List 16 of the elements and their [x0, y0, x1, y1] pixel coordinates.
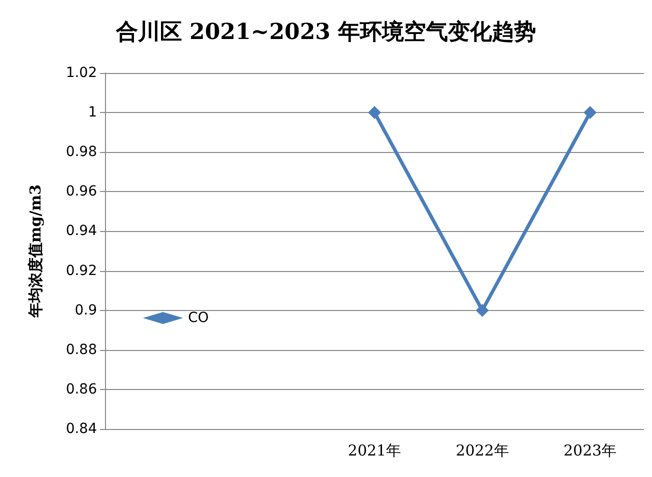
y-tick-label: 0.86: [66, 381, 98, 398]
y-tick-label: 1: [88, 104, 97, 121]
y-tick-label: 0.92: [66, 262, 97, 279]
y-tick-label: 0.9: [74, 302, 97, 318]
y-tick-label: 1.02: [66, 65, 97, 81]
y-tick-label: 0.98: [66, 144, 97, 160]
y-tick-label: 0.88: [66, 342, 97, 358]
legend-label: CO: [188, 310, 209, 326]
x-tick-label: 2021年: [348, 442, 402, 460]
y-axis-title: 年均浓度值mg/m3: [26, 184, 44, 319]
chart-title: 合川区 2021~2023 年环境空气变化趋势: [114, 19, 536, 45]
y-tick-label: 0.96: [66, 184, 98, 200]
x-tick-label: 2022年: [456, 442, 509, 460]
y-tick-label: 0.94: [66, 223, 98, 240]
y-tick-label: 0.84: [66, 421, 98, 437]
x-tick-label: 2023年: [564, 442, 617, 460]
